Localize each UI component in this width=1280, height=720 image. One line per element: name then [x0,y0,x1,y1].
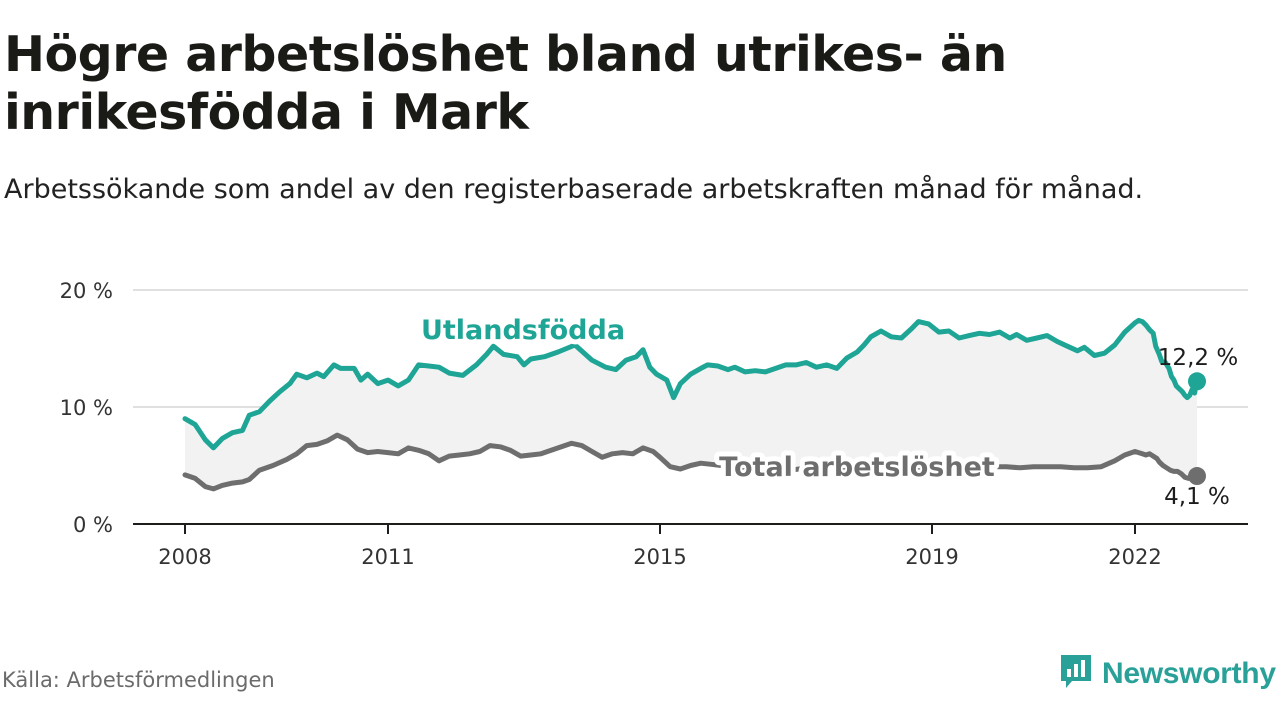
gap-area [185,320,1197,489]
end-point-foreign [1188,372,1206,391]
end-label-total: 4,1 % [1164,484,1230,510]
end-point-total [1188,467,1206,486]
series-line-foreign [182,317,1200,451]
series-label-foreign: Utlandsfödda [421,315,625,346]
chart-title: Högre arbetslöshet bland utrikes- än inr… [4,26,1007,141]
brand-name: Newsworthy [1102,657,1276,690]
x-tick-label: 2019 [905,545,958,569]
y-tick-label: 20 % [60,279,113,303]
y-tick-label: 10 % [60,396,113,420]
x-tick-label: 2011 [361,545,414,569]
x-tick-label: 2015 [633,545,686,569]
brand-logo[interactable]: Newsworthy [1058,652,1276,696]
x-tick-label: 2008 [158,545,211,569]
series-line-total [182,432,1200,492]
newsworthy-logo-icon [1058,652,1094,696]
chart-subtitle: Arbetssökande som andel av den registerb… [4,174,1144,205]
end-label-foreign: 12,2 % [1158,345,1238,371]
series-label-total: Total arbetslöshet [719,452,995,483]
y-tick-label: 0 % [73,513,113,537]
x-tick-label: 2022 [1108,545,1161,569]
source-note: Källa: Arbetsförmedlingen [2,668,275,692]
